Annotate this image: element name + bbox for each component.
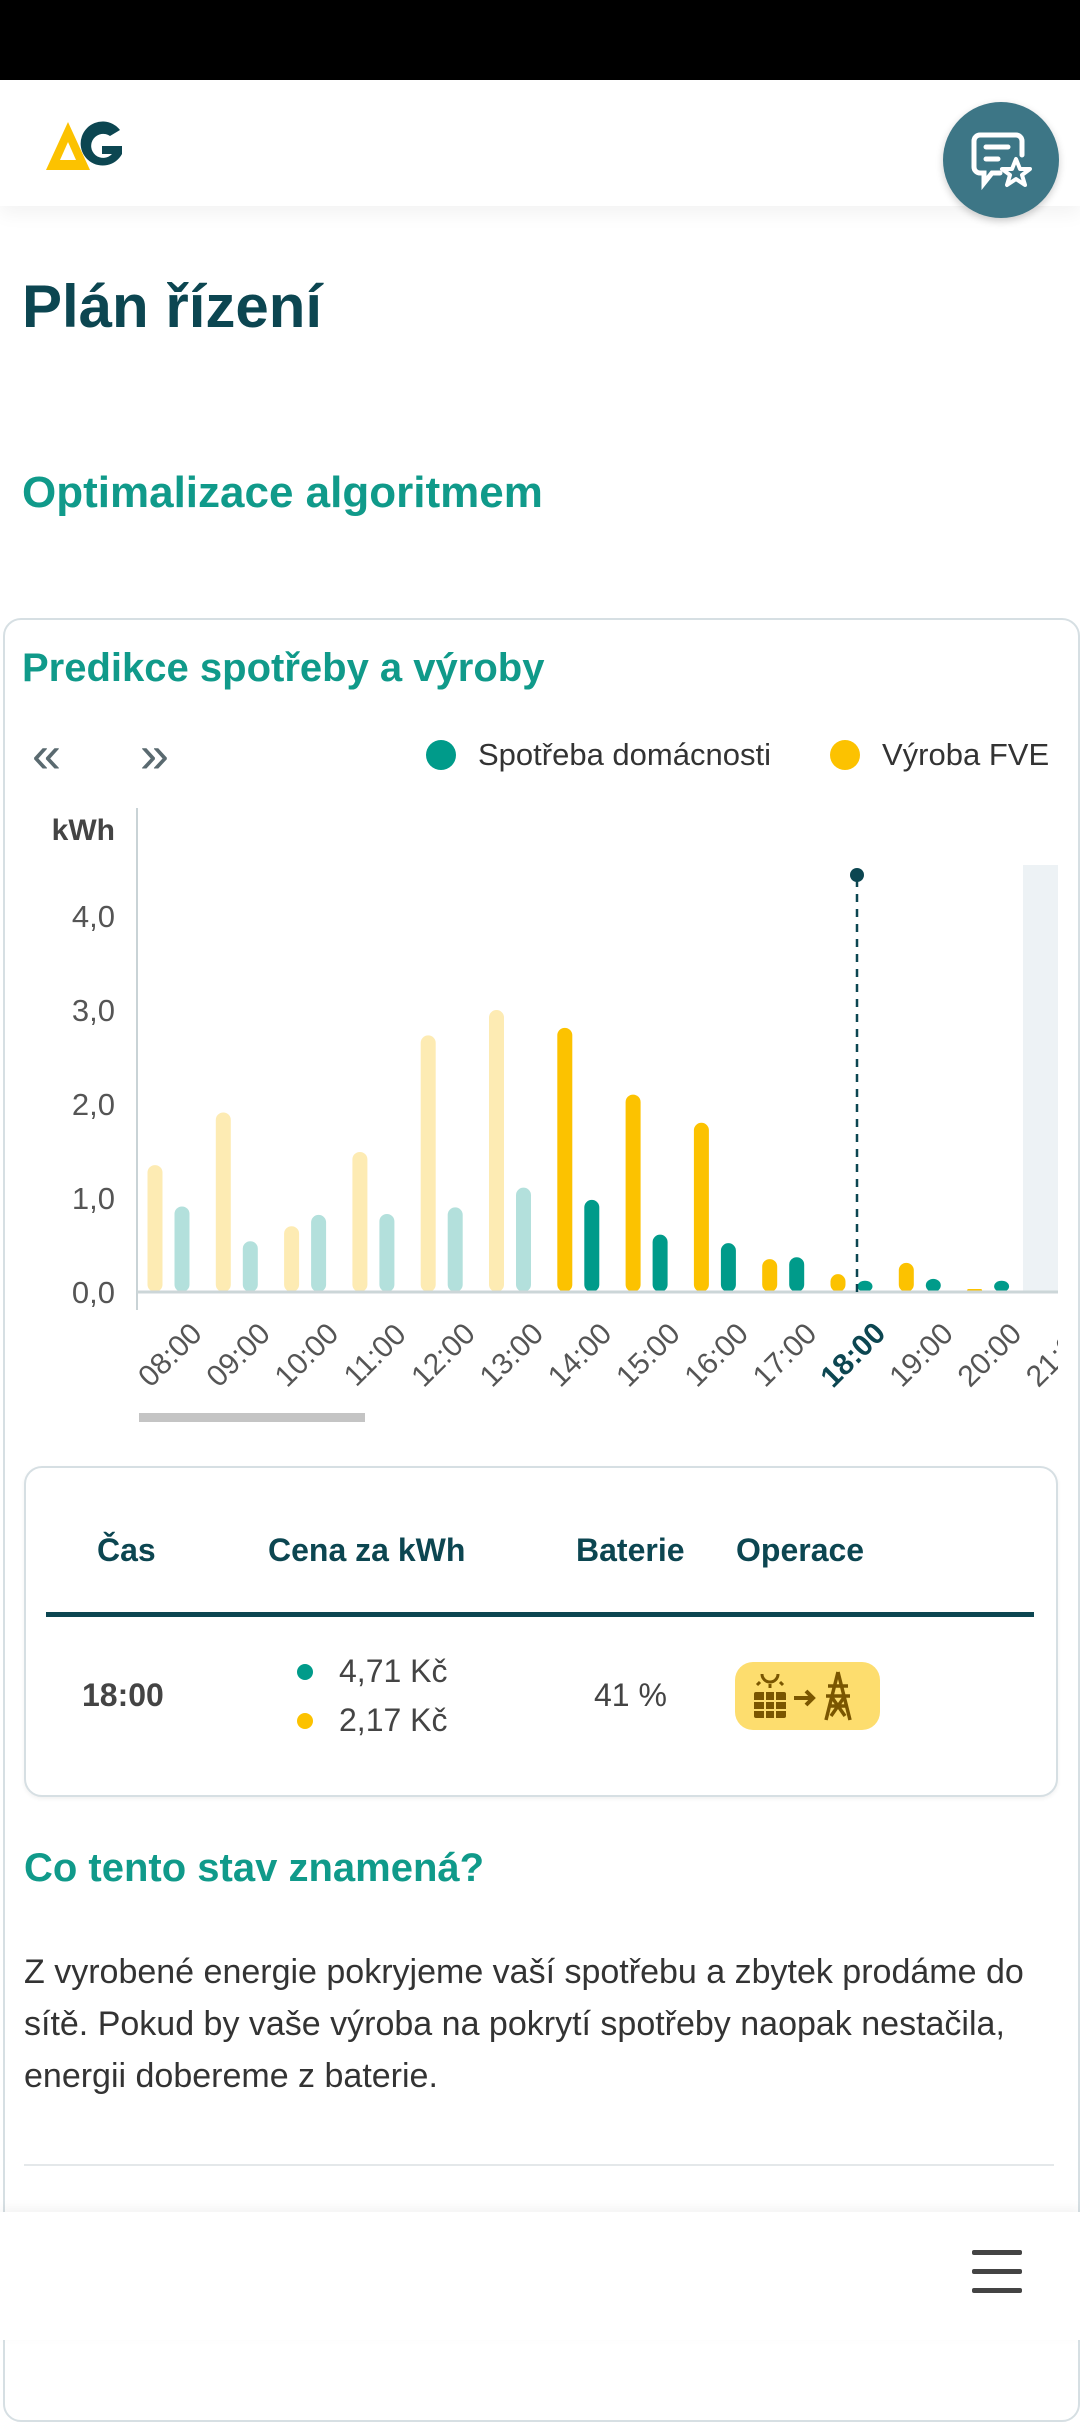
row-battery: 41 % [594,1677,667,1713]
column-header-time: Čas [97,1532,156,1568]
bar-consumption[interactable] [584,1199,600,1292]
y-tick-label: 4,0 [72,899,115,934]
row-price-buy: 4,71 Kč [339,1653,448,1689]
chart-title: Predikce spotřeby a výroby [22,646,545,690]
explanation-title: Co tento stav znamená? [24,1846,485,1890]
x-tick-label[interactable]: 11:00 [338,1318,413,1393]
bar-consumption[interactable] [447,1207,463,1292]
row-price-sell: 2,17 Kč [339,1702,448,1738]
y-tick-label: 2,0 [72,1087,115,1122]
buy-price-dot [297,1664,313,1680]
bar-production[interactable] [489,1010,504,1292]
solar-to-grid-icon [753,1671,852,1721]
double-chevron-right-icon: » [140,726,169,784]
explanation-text: Z vyrobené energie pokryjeme vaší spotře… [24,1953,1024,2095]
hamburger-menu-icon [972,2250,1022,2293]
x-tick-label[interactable]: 20:00 [952,1317,1028,1393]
legend-dot-production [830,740,860,770]
bar-consumption[interactable] [174,1206,190,1292]
bar-production[interactable] [762,1259,778,1292]
chart-scrollbar[interactable] [139,1413,365,1422]
x-tick-label[interactable]: 17:00 [747,1317,823,1393]
energy-chart[interactable]: kWh 0,0 1,0 2,0 3,0 4,0 08:0009:0010:0011:0012… [0,800,1058,1440]
bar-production[interactable] [215,1112,231,1292]
bar-consumption[interactable] [720,1243,736,1292]
bar-production[interactable] [693,1122,709,1292]
logo[interactable] [44,120,128,172]
future-region [1023,865,1058,1292]
operation-badge[interactable] [735,1662,880,1730]
bar-consumption[interactable] [379,1213,395,1292]
legend-label: Spotřeba domácnosti [478,737,771,772]
legend-consumption[interactable]: Spotřeba domácnosti [426,737,771,773]
x-tick-label[interactable]: 09:00 [200,1317,276,1393]
x-tick-label[interactable]: 18:00 [814,1316,892,1394]
bar-production[interactable] [420,1035,436,1292]
menu-button[interactable] [972,2250,1022,2294]
bottom-nav [0,2212,1080,2340]
legend-label: Výroba FVE [882,737,1050,772]
bar-consumption[interactable] [789,1257,805,1292]
previous-button[interactable]: « [32,729,61,781]
x-tick-label[interactable]: 19:00 [883,1317,959,1393]
y-axis-label: kWh [52,814,115,847]
next-button[interactable]: » [140,729,169,781]
status-bar [0,0,1080,80]
row-time: 18:00 [82,1677,164,1713]
bar-production[interactable] [147,1165,163,1292]
x-tick-label[interactable]: 15:00 [610,1317,686,1393]
legend-production[interactable]: Výroba FVE [830,737,1049,773]
bar-production[interactable] [284,1226,300,1292]
bar-consumption[interactable] [925,1278,941,1292]
chat-star-icon [971,132,1032,191]
detail-table [24,1466,1058,1797]
bar-consumption[interactable] [242,1241,258,1292]
section-title: Optimalizace algoritmem [22,468,543,517]
double-chevron-left-icon: « [32,726,61,784]
selected-time-marker[interactable] [850,868,864,882]
app-header [0,80,1080,206]
y-tick-label: 3,0 [72,993,115,1028]
x-tick-label[interactable]: 16:00 [678,1317,754,1393]
sell-price-dot [297,1713,313,1729]
column-header-battery: Baterie [576,1532,685,1568]
bar-consumption[interactable] [857,1280,873,1292]
bar-consumption[interactable] [311,1214,327,1292]
x-tick-label[interactable]: 08:00 [132,1317,208,1393]
bar-production[interactable] [830,1274,846,1292]
bar-production[interactable] [352,1151,368,1292]
divider [24,2164,1054,2166]
bar-consumption[interactable] [652,1234,668,1292]
bar-consumption[interactable] [994,1280,1010,1292]
bar-production[interactable] [625,1094,641,1292]
x-tick-label[interactable]: 12:00 [405,1317,481,1393]
feedback-button[interactable] [943,102,1059,218]
y-tick-label: 1,0 [72,1181,115,1216]
x-tick-label[interactable]: 10:00 [269,1317,345,1393]
page-title: Plán řízení [22,273,323,340]
header-divider [46,1612,1034,1617]
x-tick-label[interactable]: 13:00 [474,1317,550,1393]
column-header-operation: Operace [736,1532,865,1568]
y-tick-label: 0,0 [72,1275,115,1310]
bar-consumption[interactable] [516,1187,531,1292]
bar-production[interactable] [898,1262,914,1292]
legend-dot-consumption [426,740,456,770]
column-header-price: Cena za kWh [268,1532,466,1568]
x-tick-label[interactable]: 21:00 [1020,1317,1058,1393]
x-tick-label[interactable]: 14:00 [542,1317,618,1393]
bar-production[interactable] [557,1027,573,1292]
